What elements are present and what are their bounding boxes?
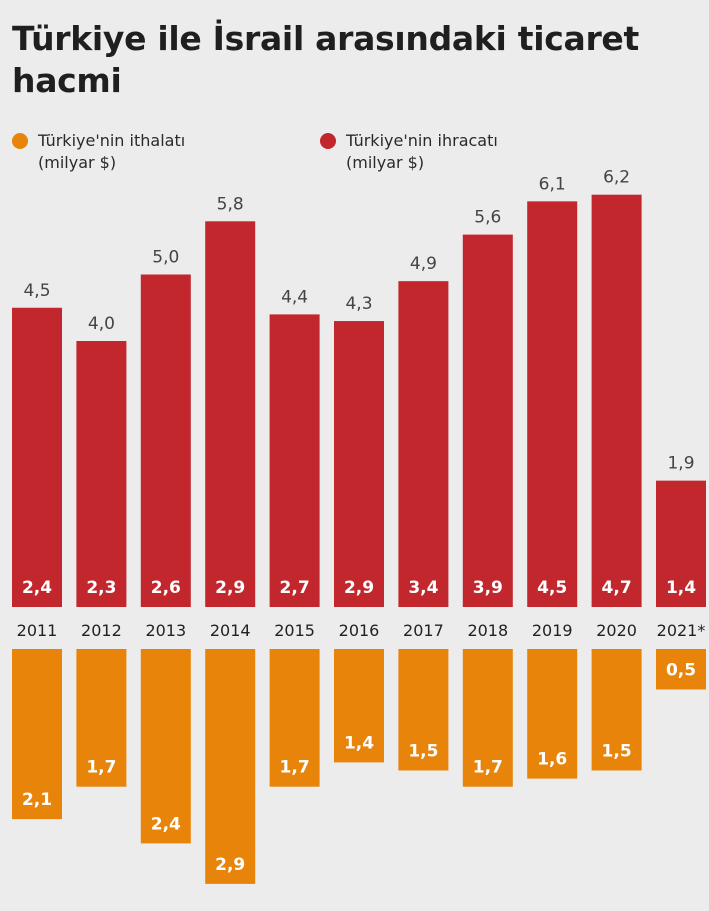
legend-dot-exports bbox=[320, 133, 336, 149]
import-value-label: 1,4 bbox=[344, 733, 374, 753]
import-value-label: 1,6 bbox=[537, 750, 567, 770]
export-bar bbox=[140, 274, 191, 607]
import-value-label: 1,7 bbox=[473, 758, 503, 778]
export-bar bbox=[398, 281, 449, 607]
export-bar bbox=[205, 221, 256, 608]
export-value-label: 3,4 bbox=[408, 578, 438, 598]
total-value-label: 5,6 bbox=[474, 208, 501, 228]
export-value-label: 3,9 bbox=[473, 578, 503, 598]
year-label: 2015 bbox=[274, 621, 315, 640]
export-value-label: 2,6 bbox=[151, 578, 181, 598]
year-label: 2011 bbox=[17, 621, 58, 640]
export-value-label: 1,4 bbox=[666, 578, 696, 598]
year-label: 2012 bbox=[81, 621, 122, 640]
import-bar bbox=[140, 649, 191, 844]
total-value-label: 6,2 bbox=[603, 168, 630, 188]
total-value-label: 5,8 bbox=[217, 194, 244, 214]
export-value-label: 2,7 bbox=[280, 578, 310, 598]
year-label: 2019 bbox=[532, 621, 573, 640]
year-label: 2016 bbox=[339, 621, 380, 640]
legend-name-exports: Türkiye'nin ihracatı bbox=[346, 131, 498, 150]
import-value-label: 2,1 bbox=[22, 790, 52, 810]
import-bar bbox=[462, 649, 513, 787]
export-value-label: 4,7 bbox=[602, 578, 632, 598]
year-label: 2018 bbox=[467, 621, 508, 640]
legend-name-imports: Türkiye'nin ithalatı bbox=[38, 131, 186, 150]
year-label: 2021* bbox=[657, 621, 706, 640]
import-bar bbox=[527, 649, 578, 779]
import-bar bbox=[334, 649, 384, 763]
total-value-label: 4,4 bbox=[281, 287, 308, 307]
import-value-label: 1,7 bbox=[280, 758, 310, 778]
import-bar bbox=[398, 649, 449, 771]
export-bar bbox=[656, 480, 706, 607]
export-bar bbox=[76, 341, 127, 607]
import-value-label: 1,5 bbox=[408, 742, 438, 762]
total-value-label: 4,5 bbox=[23, 281, 50, 301]
year-label: 2020 bbox=[596, 621, 637, 640]
export-value-label: 4,5 bbox=[537, 578, 567, 598]
total-value-label: 1,9 bbox=[667, 454, 694, 474]
year-label: 2017 bbox=[403, 621, 444, 640]
legend-item-imports: Türkiye'nin ithalatı (milyar $) bbox=[12, 130, 185, 174]
year-label: 2014 bbox=[210, 621, 251, 640]
import-bar bbox=[76, 649, 127, 787]
import-bar bbox=[656, 649, 706, 690]
import-value-label: 2,9 bbox=[215, 855, 245, 875]
import-bar bbox=[269, 649, 320, 787]
total-value-label: 4,0 bbox=[88, 314, 115, 334]
export-value-label: 2,3 bbox=[86, 578, 116, 598]
export-value-label: 2,9 bbox=[344, 578, 374, 598]
export-value-label: 2,4 bbox=[22, 578, 52, 598]
export-bar bbox=[462, 234, 513, 607]
chart-title: Türkiye ile İsrail arasındaki ticaret ha… bbox=[12, 19, 639, 100]
export-bar bbox=[269, 314, 320, 607]
export-bar bbox=[12, 307, 62, 607]
import-bar bbox=[12, 649, 62, 820]
export-bar bbox=[591, 194, 642, 607]
legend-label-imports: Türkiye'nin ithalatı (milyar $) bbox=[38, 130, 185, 174]
import-bar bbox=[591, 649, 642, 771]
export-bar bbox=[527, 201, 578, 607]
total-value-label: 6,1 bbox=[539, 174, 566, 194]
export-bar bbox=[334, 321, 384, 607]
total-value-label: 5,0 bbox=[152, 248, 179, 268]
year-label: 2013 bbox=[145, 621, 186, 640]
import-value-label: 0,5 bbox=[666, 661, 696, 681]
legend-label-exports: Türkiye'nin ihracatı (milyar $) bbox=[346, 130, 498, 174]
export-value-label: 2,9 bbox=[215, 578, 245, 598]
legend-unit-imports: (milyar $) bbox=[38, 153, 117, 172]
legend-unit-exports: (milyar $) bbox=[346, 153, 425, 172]
import-value-label: 2,4 bbox=[151, 814, 181, 834]
import-value-label: 1,7 bbox=[86, 758, 116, 778]
import-value-label: 1,5 bbox=[602, 742, 632, 762]
import-bar bbox=[205, 649, 256, 884]
legend-dot-imports bbox=[12, 133, 28, 149]
total-value-label: 4,9 bbox=[410, 254, 437, 274]
total-value-label: 4,3 bbox=[345, 294, 372, 314]
legend-item-exports: Türkiye'nin ihracatı (milyar $) bbox=[320, 130, 498, 174]
